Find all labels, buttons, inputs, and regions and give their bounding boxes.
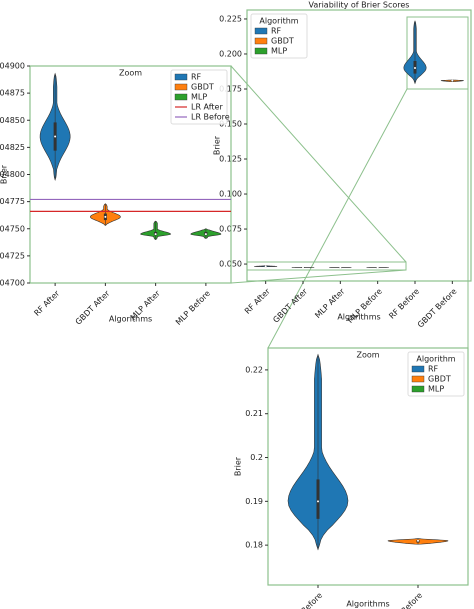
legend-title: Algorithm [416, 355, 455, 364]
legend-label: GBDT [428, 375, 451, 384]
violin-median [104, 215, 107, 218]
chart-title: Zoom [119, 69, 142, 78]
legend-title: Algorithm [259, 17, 298, 26]
legend-label: LR Before [191, 113, 230, 122]
y-tick-label: 0.04875 [0, 89, 25, 98]
legend-label: LR After [191, 103, 223, 112]
zoom-connector [230, 65, 407, 263]
y-axis-label: Brier [234, 456, 243, 476]
legend-label: RF [271, 27, 282, 36]
legend-swatch [174, 93, 188, 101]
zoom-connectors [230, 16, 469, 349]
x-tick-label: RF After [32, 288, 61, 317]
x-tick-label: MLP Before [174, 289, 212, 327]
legend-label: GBDT [271, 37, 294, 46]
legend-label: MLP [271, 47, 287, 56]
legend-box [170, 69, 228, 125]
violin-median [451, 79, 454, 82]
legend-box [407, 351, 465, 397]
y-tick-label: 0.18 [245, 541, 263, 550]
x-tick-label: RF Before [387, 287, 421, 321]
legend-swatch [411, 385, 425, 393]
x-tick-label: GBDT Before [416, 287, 459, 330]
chart: 0.0500.0750.1000.1250.1500.1750.2000.225… [213, 1, 472, 330]
violin-median [264, 265, 267, 268]
violin-median [417, 539, 419, 542]
x-tick-label: GBDT After [74, 288, 112, 326]
y-axis-label: Brier [0, 164, 9, 184]
y-tick-label: 0.200 [219, 49, 242, 58]
legend-label: GBDT [191, 83, 214, 92]
legend-label: MLP [428, 385, 444, 394]
y-tick-label: 0.04775 [0, 197, 25, 206]
chart: 0.04700 0.04725 0.04750 0.04775 0.04800 0.048… [0, 62, 232, 327]
legend-swatch [254, 47, 268, 55]
y-tick-label: 0.22 [245, 365, 263, 374]
legend-swatch [411, 375, 425, 383]
legend-label: RF [428, 365, 439, 374]
legend-box [250, 13, 308, 59]
zoom-box [406, 16, 469, 90]
violin-median [54, 135, 57, 138]
legend-label: MLP [191, 93, 207, 102]
violin-median [339, 266, 342, 269]
legend-swatch [254, 27, 268, 35]
y-tick-label: 0.04800 [0, 170, 25, 179]
x-tick-label: GBDT After [271, 286, 309, 324]
violin-median [317, 500, 319, 503]
violin-box [316, 479, 320, 519]
x-tick-label: RF Before [290, 591, 324, 609]
legend-swatch [411, 365, 425, 373]
y-tick-label: 0.04900 [0, 62, 25, 71]
y-tick-label: 0.225 [219, 14, 242, 23]
y-tick-label: 0.04850 [0, 116, 25, 125]
x-axis-label: Algorithms [109, 315, 152, 324]
y-axis-label: Brier [213, 135, 222, 155]
legend-label: RF [191, 73, 202, 82]
plot-frame [267, 347, 469, 586]
y-tick-label: 0.04700 [0, 279, 25, 288]
x-tick-label: RF After [243, 286, 272, 315]
y-tick-label: 0.04750 [0, 224, 25, 233]
plot-frame [246, 9, 472, 282]
legend-swatch [174, 73, 188, 81]
violin-median [154, 233, 157, 236]
x-axis-label: Algorithms [337, 313, 380, 322]
violin-median [204, 233, 207, 236]
violin-median [302, 266, 304, 269]
chart-title: Variability of Brier Scores [309, 1, 410, 10]
legend-swatch [254, 37, 268, 45]
legend-swatch [174, 83, 188, 91]
y-tick-label: 0.19 [245, 497, 263, 506]
zoom-connector [267, 88, 408, 349]
violin-median [376, 266, 379, 269]
x-axis-label: Algorithms [346, 600, 389, 609]
y-tick-label: 0.04825 [0, 143, 25, 152]
y-tick-label: 0.2 [250, 453, 263, 462]
y-tick-label: 0.21 [245, 409, 263, 418]
y-tick-label: 0.04725 [0, 251, 25, 260]
chart-title: Zoom [356, 351, 379, 360]
violin-median [414, 66, 416, 69]
